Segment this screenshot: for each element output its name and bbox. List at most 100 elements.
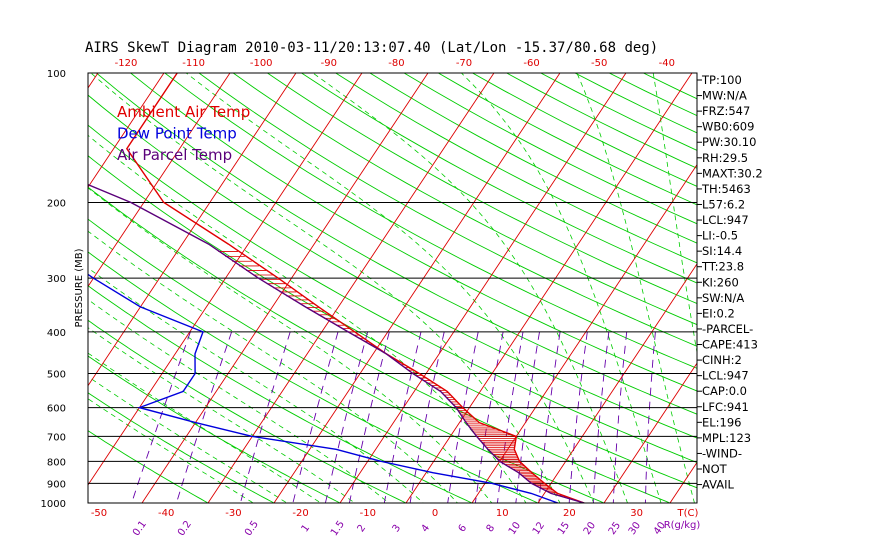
bottom-temp-tick-label: -30 — [225, 508, 241, 519]
top-temp-tick-label: -100 — [250, 58, 273, 69]
isotherm — [88, 73, 165, 189]
mixing-ratio-label: 0.5 — [243, 519, 261, 538]
index-label: TH:5463 — [701, 182, 751, 196]
mixing-ratio-label: 0.1 — [131, 519, 149, 538]
mixing-ratio-line — [612, 331, 628, 503]
mixing-ratio-line — [239, 331, 291, 503]
moist-adiabat — [90, 73, 561, 503]
isotherm — [88, 73, 231, 288]
mixing-ratio-label: 4 — [420, 523, 433, 535]
mixing-ratio-label: 2 — [356, 523, 369, 535]
isotherm — [88, 73, 363, 486]
isotherm — [471, 163, 697, 503]
isotherm — [537, 263, 697, 503]
mixing-ratio-label: 1 — [300, 523, 313, 535]
bottom-temp-tick-label: 10 — [496, 508, 509, 519]
mixing-ratio-label: 25 — [607, 520, 623, 537]
pressure-tick-label: 800 — [47, 457, 66, 468]
moist-adiabat — [88, 267, 424, 503]
mixing-ratio-line — [592, 331, 610, 503]
pressure-tick-label: 700 — [47, 432, 66, 443]
bottom-temp-tick-label: -50 — [91, 508, 107, 519]
pressure-tick-label: 900 — [47, 479, 66, 490]
mixing-ratio-label: 6 — [457, 523, 470, 535]
mixing-ratio-line — [568, 331, 588, 503]
index-label: LI:-0.5 — [702, 229, 738, 243]
index-label: SW:N/A — [702, 291, 744, 305]
dry-adiabat — [88, 155, 697, 489]
mixing-ratio-label: 0.2 — [176, 519, 194, 538]
index-label: CINH:2 — [702, 353, 742, 367]
index-label: PW:30.10 — [702, 135, 756, 149]
isotherm — [0, 73, 32, 512]
isotherm — [669, 461, 697, 503]
legend-entry: Ambient Air Temp — [117, 103, 250, 121]
mixing-ratio-line — [324, 331, 369, 503]
mixing-ratio-line — [175, 331, 233, 503]
bottom-temp-tick-label: -20 — [292, 508, 308, 519]
isotherm — [207, 73, 495, 503]
pressure-tick-label: 1000 — [41, 499, 66, 510]
index-label: FRZ:547 — [702, 104, 750, 118]
dry-adiabat — [301, 73, 697, 284]
dry-adiabat — [88, 430, 209, 503]
moist-adiabat — [461, 73, 662, 503]
legend: Ambient Air Temp Dew Point Temp Air Parcel… — [117, 103, 250, 164]
index-label: -WIND- — [702, 446, 742, 460]
index-label: L57:6.2 — [702, 197, 745, 211]
dry-adiabat — [88, 392, 275, 503]
mixing-ratio-label: 10 — [507, 520, 523, 537]
bottom-temp-tick-label: -40 — [158, 508, 174, 519]
moist-adiabat — [88, 352, 322, 503]
moist-adiabat — [88, 398, 255, 503]
top-temp-tick-label: -90 — [321, 58, 337, 69]
index-label: -PARCEL- — [702, 322, 753, 336]
moist-adiabat — [312, 73, 628, 503]
pressure-tick-label: 600 — [47, 404, 66, 415]
mixing-ratio-label: 20 — [582, 520, 598, 537]
mixing-ratio-label: 30 — [627, 520, 643, 537]
mixing-ratio-line — [474, 331, 504, 503]
mixing-ratio-line — [292, 331, 339, 503]
mixing-ratio-label: 12 — [531, 520, 547, 537]
chart-title: AIRS SkewT Diagram 2010-03-11/20:13:07.4… — [85, 40, 658, 56]
moist-adiabat — [185, 73, 595, 503]
pressure-tick-label: 500 — [47, 370, 66, 381]
index-label: AVAIL — [702, 478, 735, 492]
index-label: EI:0.2 — [702, 306, 735, 320]
dry-adiabat — [438, 73, 697, 206]
bottom-temp-tick-label: 0 — [432, 508, 438, 519]
mixing-ratio-line — [131, 331, 191, 503]
index-label: NOT — [702, 462, 728, 476]
x-axis-label: T(C) — [677, 508, 699, 519]
index-label: WB0:609 — [702, 120, 754, 134]
dry-adiabat — [88, 285, 474, 503]
pressure-tick-label: 100 — [47, 69, 66, 80]
thermo-grid — [0, 73, 697, 512]
moist-adiabat — [88, 376, 288, 503]
mixing-ratio-line — [447, 331, 479, 503]
mixing-ratio-line — [538, 331, 561, 503]
profile-dew-point-temp — [88, 273, 559, 503]
index-label: RH:29.5 — [702, 151, 748, 165]
pressure-tick-label: 300 — [47, 274, 66, 285]
mixing-ratio-line — [383, 331, 422, 503]
isotherm — [405, 73, 693, 503]
index-label: TP:100 — [701, 73, 742, 87]
index-label: LCL:947 — [702, 369, 749, 383]
top-temp-tick-label: -40 — [659, 58, 675, 69]
dry-adiabat — [643, 73, 697, 100]
index-label: MAXT:30.2 — [702, 166, 763, 180]
dry-adiabat — [88, 186, 672, 503]
top-temp-tick-label: -110 — [182, 58, 205, 69]
dry-adiabat — [130, 73, 697, 392]
bottom-temp-tick-label: -10 — [360, 508, 376, 519]
index-label: TT:23.8 — [701, 260, 744, 274]
index-label: LFC:941 — [702, 400, 749, 414]
top-temp-tick-label: -70 — [456, 58, 472, 69]
y-axis-label: PRESSURE (MB) — [74, 248, 85, 327]
moist-adiabat — [88, 187, 493, 503]
isotherm — [273, 73, 561, 503]
moist-adiabat — [88, 134, 527, 503]
